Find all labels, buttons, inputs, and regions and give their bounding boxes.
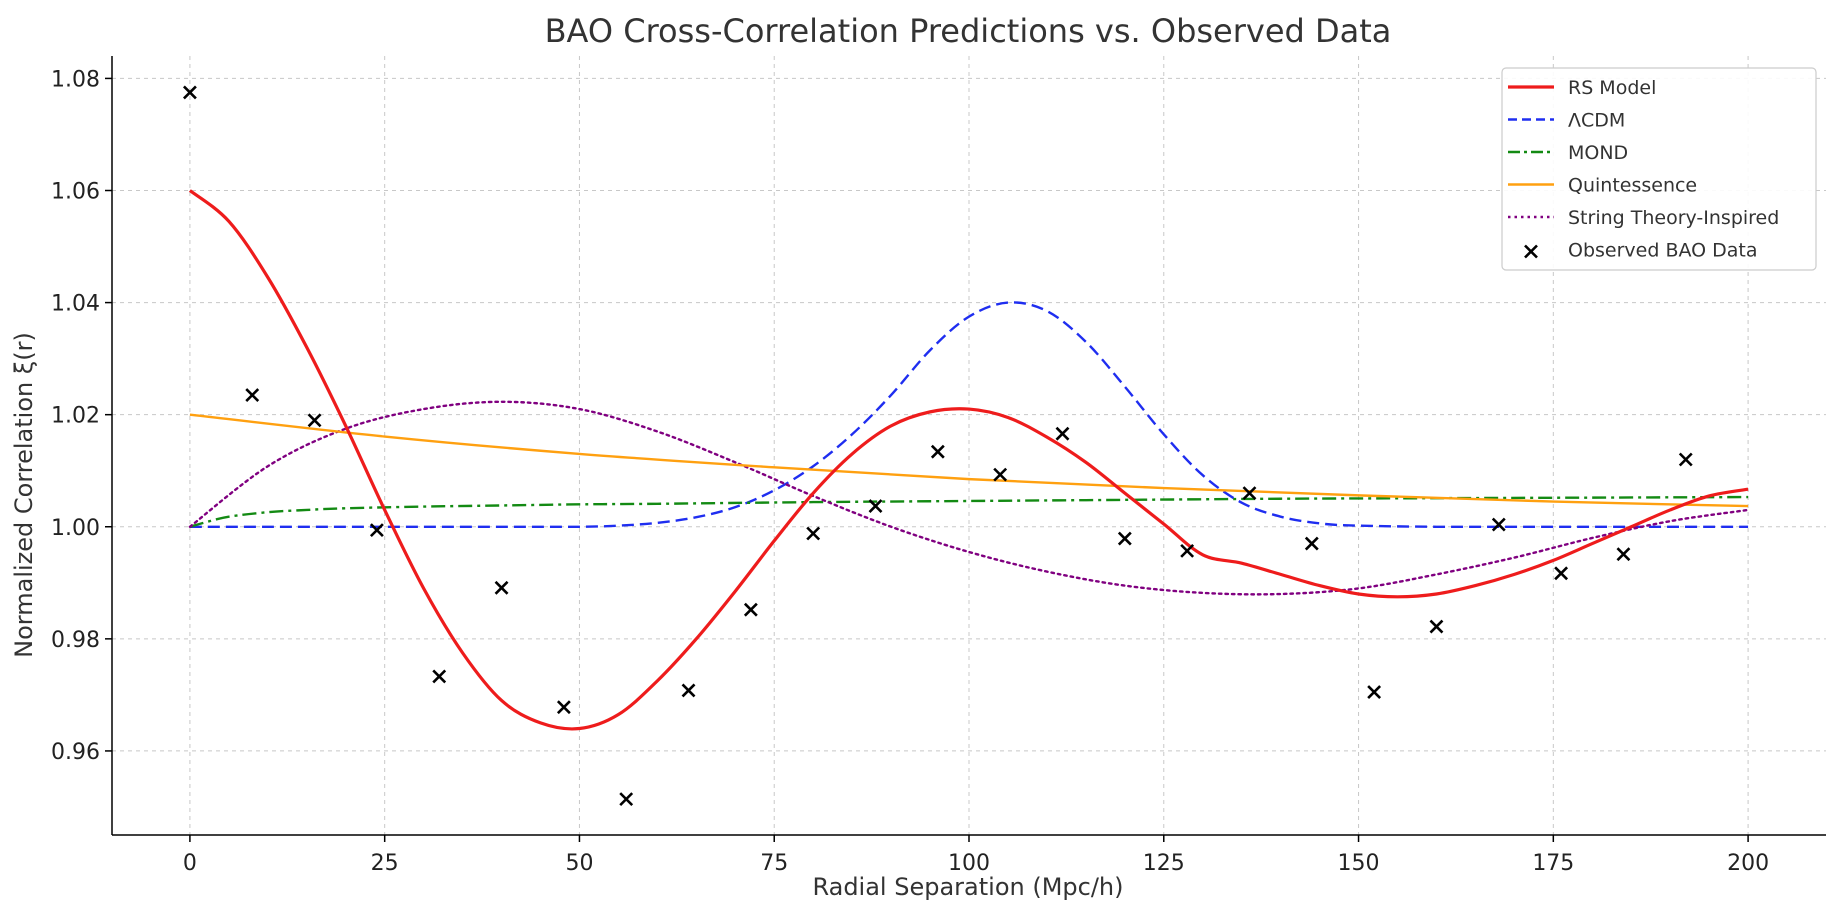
data-point (1117, 531, 1132, 546)
data-point (1616, 547, 1631, 562)
marker-stroke (930, 444, 945, 459)
data-point (494, 580, 509, 595)
marker-stroke (494, 580, 509, 595)
marker-stroke (1117, 531, 1132, 546)
marker-stroke (1242, 486, 1257, 501)
marker-stroke (993, 467, 1008, 482)
legend-label: Quintessence (1568, 175, 1697, 197)
marker-stroke (1554, 566, 1569, 581)
marker-stroke (743, 602, 758, 617)
y-tick-label: 0.96 (51, 740, 100, 765)
data-point (806, 526, 821, 541)
marker-stroke (806, 526, 821, 541)
series-line (188, 189, 1749, 731)
marker-stroke (556, 700, 571, 715)
x-tick-label: 75 (760, 851, 788, 876)
marker-stroke (1429, 619, 1444, 634)
marker-stroke (1055, 426, 1070, 441)
x-tick-label: 50 (565, 851, 593, 876)
x-tick-label: 25 (371, 851, 399, 876)
x-tick-label: 100 (948, 851, 990, 876)
data-point (1367, 685, 1382, 700)
data-point (743, 602, 758, 617)
y-tick-label: 0.98 (51, 628, 100, 653)
legend-label: Observed BAO Data (1568, 240, 1758, 262)
marker-stroke (245, 388, 260, 402)
data-point (1304, 536, 1319, 551)
data-point (1491, 517, 1506, 532)
marker-stroke (1180, 543, 1195, 558)
x-tick-label: 200 (1727, 851, 1769, 876)
marker-stroke (1491, 517, 1506, 532)
y-tick-label: 1.08 (51, 67, 100, 92)
data-point (681, 683, 696, 698)
x-tick-label: 150 (1338, 851, 1380, 876)
marker-stroke (1616, 547, 1631, 562)
marker-stroke (182, 85, 197, 100)
legend-marker (1524, 244, 1538, 259)
data-point (369, 523, 384, 538)
chart-title: BAO Cross-Correlation Predictions vs. Ob… (545, 12, 1392, 50)
data-point (556, 700, 571, 715)
series-line (189, 301, 1749, 529)
y-tick-label: 1.04 (51, 292, 100, 317)
legend: RS Model ΛCDM MOND Quintessence String Theor… (1501, 67, 1817, 271)
x-tick-label: 125 (1143, 851, 1185, 876)
marker-stroke (432, 669, 447, 684)
y-axis-label: Normalized Correlation ξ(r) (10, 332, 38, 658)
marker-stroke (619, 792, 634, 807)
series-line (188, 400, 1750, 596)
marker-stroke (369, 523, 384, 538)
data-point (1242, 486, 1257, 501)
marker-stroke (681, 683, 696, 698)
x-axis-label: Radial Separation (Mpc/h) (812, 873, 1123, 901)
legend-label: ΛCDM (1568, 110, 1625, 132)
axes (105, 56, 1826, 842)
series-line (189, 413, 1749, 508)
y-tick-label: 1.02 (51, 404, 100, 429)
data-point (432, 669, 447, 684)
tick-labels: 0 25 50 75 100 125 150 175 200 0.96 0.98 1.00 1.02 1.… (51, 67, 1769, 876)
y-tick-label: 1.00 (51, 516, 100, 541)
data-point (245, 388, 260, 402)
marker-stroke (1524, 244, 1538, 259)
data-point (868, 499, 883, 513)
marker-stroke (1678, 452, 1693, 467)
data-point (1554, 566, 1569, 581)
data-point (307, 413, 322, 428)
x-tick-label: 175 (1532, 851, 1574, 876)
legend-label: MOND (1568, 142, 1628, 164)
data-point (1055, 426, 1070, 441)
data-point (1180, 543, 1195, 558)
data-point (619, 792, 634, 807)
series-layer (188, 189, 1750, 731)
marker-stroke (868, 499, 883, 513)
legend-box (1501, 67, 1817, 271)
legend-label: RS Model (1568, 77, 1656, 99)
marker-layer (182, 85, 1693, 807)
marker-stroke (1367, 685, 1382, 700)
x-tick-label: 0 (183, 851, 197, 876)
marker-stroke (307, 413, 322, 428)
data-point (993, 467, 1008, 482)
marker-stroke (1304, 536, 1319, 551)
data-point (1429, 619, 1444, 634)
data-point (930, 444, 945, 459)
data-point (1678, 452, 1693, 467)
series-line (189, 495, 1749, 528)
y-tick-label: 1.06 (51, 180, 100, 205)
data-point (182, 85, 197, 100)
legend-label: String Theory-Inspired (1568, 207, 1779, 229)
